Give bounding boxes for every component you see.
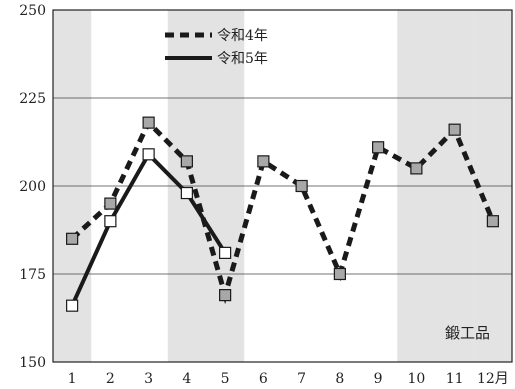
- x-tick-label: 1: [68, 371, 77, 387]
- data-point-s0-9: [410, 162, 423, 175]
- data-point-s1-0: [66, 299, 79, 312]
- x-tick-label: 11: [446, 371, 464, 387]
- x-tick-label: 3: [144, 371, 153, 387]
- series-line-0: [70, 118, 496, 305]
- data-point-s0-0: [66, 232, 79, 245]
- data-point-s0-8: [372, 141, 385, 154]
- y-tick-label: 175: [19, 267, 46, 283]
- y-tick-labels: 150 175 200 225 250: [19, 3, 46, 371]
- x-tick-label: 4: [182, 371, 191, 387]
- data-point-s0-10: [448, 123, 461, 136]
- chart-annotation: 鍛工品: [445, 324, 490, 342]
- data-point-s0-4: [219, 289, 232, 302]
- x-tick-label: 10: [407, 371, 425, 387]
- y-tick-label: 225: [19, 91, 46, 107]
- legend: 令和4年 令和5年: [165, 28, 268, 67]
- legend-label-r4: 令和4年: [217, 28, 268, 44]
- series-markers: [66, 116, 499, 312]
- x-tick-label: 7: [297, 371, 306, 387]
- data-point-s0-3: [180, 155, 193, 168]
- x-tick-label: 2: [106, 371, 115, 387]
- data-point-s1-2: [142, 148, 155, 161]
- data-point-s1-4: [219, 246, 232, 259]
- data-point-s0-1: [104, 197, 117, 210]
- data-point-s0-2: [142, 116, 155, 129]
- y-tick-label: 200: [19, 179, 46, 195]
- x-tick-label: 9: [374, 371, 383, 387]
- data-point-s1-3: [180, 186, 193, 200]
- y-tick-label: 150: [19, 355, 46, 371]
- y-tick-label: 250: [19, 3, 46, 19]
- data-point-s1-1: [104, 215, 117, 228]
- x-tick-label: 6: [259, 371, 268, 387]
- data-point-s0-11: [486, 215, 499, 228]
- plot-frame: [52, 9, 513, 363]
- data-point-s0-6: [295, 179, 308, 193]
- x-tick-labels: 1 2 3 4 5 6 7 8 9 10 11 12月: [68, 371, 509, 387]
- data-point-s0-7: [333, 267, 346, 281]
- legend-label-r5: 令和5年: [217, 51, 268, 67]
- data-point-s0-5: [257, 155, 270, 168]
- x-tick-label: 5: [221, 371, 230, 387]
- x-tick-label: 12月: [477, 371, 509, 387]
- x-tick-label: 8: [335, 371, 344, 387]
